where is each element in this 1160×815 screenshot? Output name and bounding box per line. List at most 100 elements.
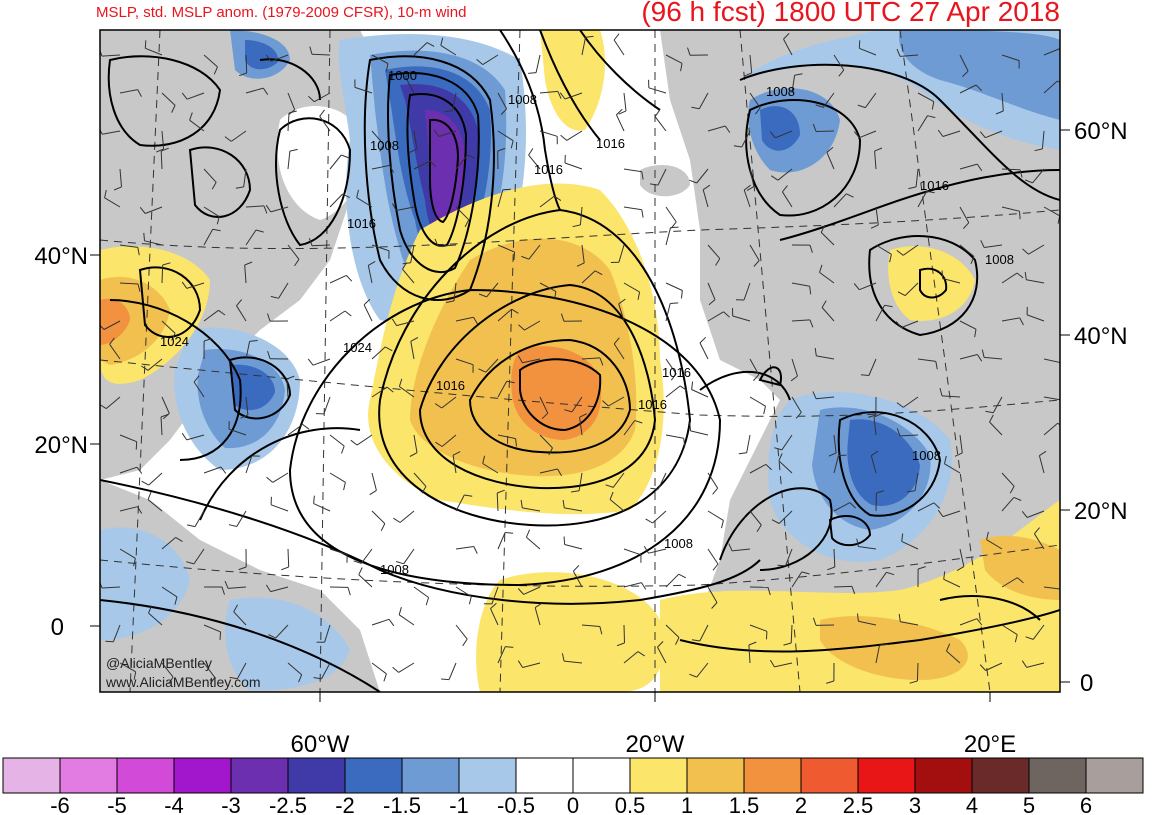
wind-barb bbox=[914, 472, 919, 491]
wind-barb bbox=[648, 548, 667, 554]
wind-barb-flag bbox=[510, 140, 514, 149]
wind-barb-flag bbox=[1024, 271, 1027, 280]
wind-barb bbox=[147, 358, 163, 371]
wind-barb-flag bbox=[270, 295, 279, 299]
wind-barb-flag bbox=[849, 502, 857, 509]
wind-barb-flag bbox=[985, 410, 994, 414]
wind-barb bbox=[873, 417, 877, 436]
wind-barb bbox=[203, 54, 218, 68]
wind-barb-flag bbox=[392, 666, 399, 673]
wind-barb bbox=[413, 472, 427, 487]
wind-barb bbox=[245, 54, 248, 74]
colorbar-label: 1.5 bbox=[729, 793, 760, 815]
wind-barb-flag bbox=[871, 450, 879, 457]
wind-barb-flag bbox=[1034, 148, 1043, 152]
wind-barb-flag bbox=[505, 532, 514, 534]
wind-barb bbox=[833, 54, 845, 71]
wind-barb-flag bbox=[746, 186, 755, 192]
wind-barb bbox=[287, 92, 296, 110]
wind-barb-flag bbox=[398, 378, 403, 387]
wind-barb bbox=[455, 624, 468, 640]
colorbar-label: -1 bbox=[449, 793, 469, 815]
wind-barb bbox=[231, 130, 247, 142]
wind-barb bbox=[539, 434, 553, 449]
wind-barb bbox=[539, 468, 558, 474]
wind-barb bbox=[203, 309, 219, 322]
wind-barb bbox=[329, 548, 348, 556]
wind-barb-flag bbox=[873, 413, 882, 418]
wind-barb bbox=[564, 507, 583, 512]
wind-barb-flag bbox=[826, 146, 834, 153]
wind-barb bbox=[943, 578, 961, 588]
wind-barb-flag bbox=[249, 340, 258, 342]
wind-barb-flag bbox=[342, 193, 350, 199]
wind-barb bbox=[161, 396, 170, 414]
wind-barb bbox=[707, 244, 721, 259]
wind-barb-flag bbox=[1017, 577, 1024, 584]
wind-barb bbox=[746, 434, 751, 453]
wind-barb bbox=[904, 282, 919, 296]
wind-barb-flag bbox=[995, 110, 1004, 115]
wind-barb bbox=[696, 168, 709, 184]
wind-barb-flag bbox=[313, 677, 322, 680]
wind-barb bbox=[1043, 48, 1060, 56]
wind-barb-flag bbox=[236, 299, 243, 307]
wind-barb-flag bbox=[1062, 589, 1064, 597]
wind-barb-flag bbox=[609, 491, 614, 500]
wind-barb-flag bbox=[137, 247, 140, 256]
colorbar bbox=[2, 757, 1144, 794]
mslp-contours bbox=[100, 30, 1060, 692]
wind-barb-flag bbox=[517, 588, 524, 595]
wind-barb bbox=[707, 510, 724, 521]
wind-barb bbox=[119, 662, 136, 673]
wind-barb-flag bbox=[212, 228, 221, 232]
colorbar-swatch bbox=[1085, 757, 1144, 794]
wind-barb bbox=[946, 650, 961, 664]
wind-barb bbox=[410, 341, 415, 360]
wind-barb bbox=[1001, 472, 1015, 487]
wind-barb-flag bbox=[313, 495, 315, 504]
wind-barb-flag bbox=[358, 567, 363, 575]
wind-barb bbox=[942, 130, 961, 137]
wind-barb-flag bbox=[137, 283, 141, 292]
wind-barb bbox=[858, 546, 877, 550]
colorbar-swatch bbox=[401, 757, 460, 794]
wind-barb bbox=[490, 608, 499, 626]
wind-barb bbox=[1027, 510, 1045, 518]
wind-barb bbox=[193, 548, 205, 565]
wind-barb bbox=[245, 455, 253, 474]
wind-barb bbox=[564, 92, 583, 100]
wind-barb-flag bbox=[678, 573, 687, 579]
wind-barb-flag bbox=[594, 270, 603, 276]
wind-barb bbox=[101, 586, 121, 589]
wind-barb bbox=[984, 244, 1003, 248]
wind-barb bbox=[821, 307, 835, 322]
wind-barb bbox=[815, 130, 835, 132]
wind-barb-flag bbox=[267, 313, 271, 322]
wind-barb bbox=[613, 39, 625, 56]
colorbar-label: 0.5 bbox=[615, 793, 646, 815]
wind-barb-flag bbox=[1014, 634, 1018, 643]
wind-barb-flag bbox=[576, 262, 585, 267]
wind-barb-flag bbox=[820, 224, 826, 233]
wind-barb bbox=[899, 434, 919, 437]
wind-barb-flag bbox=[889, 254, 892, 263]
wind-barb bbox=[648, 87, 667, 94]
wind-barb bbox=[665, 573, 680, 588]
wind-barb bbox=[228, 586, 247, 589]
wind-barb bbox=[652, 510, 667, 524]
wind-barb bbox=[275, 624, 289, 639]
wind-barb bbox=[1001, 577, 1018, 588]
wind-barb bbox=[833, 548, 836, 568]
wind-barb bbox=[539, 130, 558, 137]
wind-barb bbox=[455, 206, 470, 221]
wind-barb-flag bbox=[135, 441, 138, 450]
wind-barb-flag bbox=[308, 95, 315, 103]
wind-barb-flag bbox=[233, 604, 239, 613]
wind-barb-flag bbox=[203, 338, 212, 342]
wind-barb bbox=[875, 206, 879, 225]
wind-barb-flag bbox=[702, 184, 711, 191]
wind-barb bbox=[743, 282, 751, 301]
wind-barb bbox=[1028, 244, 1045, 255]
wind-barb-flag bbox=[267, 350, 271, 359]
